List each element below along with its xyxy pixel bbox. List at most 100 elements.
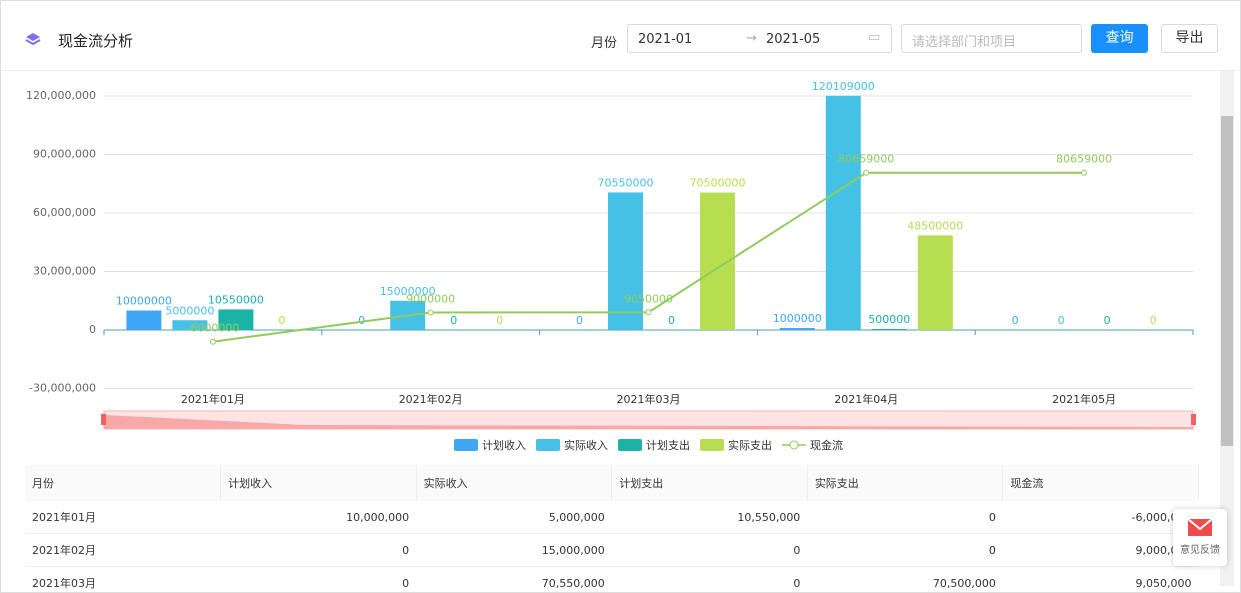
row: 2021年02月 0 15,000,000 0 0 9,000,000 — [25, 533, 1199, 567]
legend-swatch — [454, 439, 478, 451]
column-header: 现金流 — [1002, 465, 1199, 501]
date-range[interactable]: 2021-01 → 2021-05 ▭ — [627, 24, 892, 53]
cell: 70,550,000 — [416, 566, 612, 592]
data-label: 80659000 — [838, 153, 894, 166]
bar — [126, 310, 162, 330]
column-header: 月份 — [25, 465, 222, 501]
arrow: → — [746, 31, 757, 46]
feedback[interactable]: 意见反馈 — [1173, 509, 1227, 566]
bar — [917, 235, 953, 330]
x-tick-label: 2021年02月 — [399, 392, 463, 406]
scroll-thumb[interactable] — [1221, 116, 1233, 446]
mail-icon — [1187, 518, 1213, 536]
data-label: 0 — [576, 314, 583, 327]
column-header: 实际支出 — [807, 465, 1004, 501]
query-button[interactable]: 查询 — [1091, 24, 1148, 53]
data-label: 0 — [1058, 314, 1065, 327]
data-label: 70550000 — [598, 176, 654, 189]
cell: 10,550,000 — [611, 501, 808, 534]
row: 2021年03月 0 70,550,000 0 70,500,000 9,050,000 — [25, 566, 1199, 592]
x-tick-label: 2021年04月 — [834, 392, 898, 406]
legend-label: 现金流 — [810, 438, 843, 452]
data-label: 9050000 — [624, 292, 673, 305]
cell: 0 — [611, 566, 808, 592]
legend-marker — [789, 440, 799, 450]
cell: 2021年01月 — [25, 501, 221, 534]
data-label: 0 — [1104, 314, 1111, 327]
data-label: 15000000 — [380, 285, 436, 298]
point — [645, 309, 652, 316]
legend-label: 实际收入 — [564, 438, 608, 452]
legend-swatch — [536, 439, 560, 451]
column-header: 实际收入 — [416, 465, 613, 501]
cell: 0 — [220, 566, 417, 592]
feedback-label: 意见反馈 — [1180, 545, 1220, 556]
y-tick-label: 30,000,000 — [33, 265, 96, 278]
data-label: 0 — [358, 314, 365, 327]
export-button[interactable]: 导出 — [1161, 24, 1218, 53]
start: 2021-01 — [638, 32, 693, 47]
bar — [825, 95, 861, 331]
cell: 9,000,000 — [1002, 533, 1199, 567]
cell: 0 — [807, 501, 1003, 534]
bar — [608, 192, 643, 330]
bar — [779, 328, 815, 330]
legend-label: 计划收入 — [482, 438, 526, 452]
icon — [25, 33, 41, 46]
x-tick-label: 2021年01月 — [181, 392, 245, 406]
point — [427, 309, 434, 316]
title: 现金流分析 — [58, 32, 134, 50]
x-tick-label: 2021年05月 — [1052, 392, 1116, 406]
legend-swatch — [700, 439, 724, 451]
cell: 15,000,000 — [416, 533, 612, 567]
data-label: 500000 — [868, 313, 910, 326]
data-label: 0 — [1012, 314, 1019, 327]
y-tick-label: 0 — [89, 323, 96, 336]
bar — [172, 320, 208, 330]
select[interactable]: 请选择部门和项目 — [901, 24, 1082, 53]
y-tick-label: 60,000,000 — [33, 206, 96, 219]
data-label: 0 — [668, 314, 675, 327]
cell: 0 — [220, 533, 417, 567]
legend-label: 实际支出 — [728, 438, 772, 452]
data-label: 48500000 — [907, 219, 963, 232]
data-label: 0 — [278, 314, 285, 327]
y-tick-label: 90,000,000 — [33, 148, 96, 161]
cell: -6,000,000 — [1002, 501, 1199, 534]
data-label: 70500000 — [690, 177, 746, 190]
x-tick-label: 2021年03月 — [617, 392, 681, 406]
cell: 2021年02月 — [25, 533, 221, 567]
data-label: 9000000 — [406, 292, 455, 305]
data-label: 0 — [450, 314, 457, 327]
data-label: 80659000 — [1056, 153, 1112, 166]
point — [863, 169, 870, 176]
scrollbar[interactable] — [1220, 71, 1234, 586]
cell: 0 — [611, 533, 808, 567]
end: 2021-05 — [766, 32, 821, 47]
divider — [1, 70, 1240, 71]
row: 2021年01月 10,000,000 5,000,000 10,550,000 0 -6… — [25, 501, 1199, 534]
calendar-icon: ▭ — [868, 30, 881, 45]
column-header: 计划收入 — [220, 465, 417, 501]
zoom-handle — [101, 414, 106, 425]
data-label: 10550000 — [208, 293, 264, 306]
label: 月份 — [591, 36, 618, 51]
cell: 2021年03月 — [25, 566, 221, 592]
y-tick-label: 120,000,000 — [26, 89, 96, 102]
y-tick-label: -30,000,000 — [29, 382, 96, 395]
column-header: 计划支出 — [611, 465, 808, 501]
cell: 5,000,000 — [416, 501, 612, 534]
data-label: 0 — [496, 314, 503, 327]
legend-label: 计划支出 — [646, 438, 690, 452]
zoom-shape — [104, 415, 1193, 429]
cell: 10,000,000 — [220, 501, 417, 534]
data-label: 120109000 — [812, 80, 875, 93]
point — [209, 338, 216, 345]
bar — [218, 309, 254, 330]
data-label: -6000000 — [186, 322, 239, 335]
point — [1081, 169, 1088, 176]
line — [212, 171, 1085, 343]
table: 月份 计划收入 实际收入 计划支出 实际支出 现金流 2021年01月 10,000,000 5… — [25, 465, 1199, 592]
data-label: 1000000 — [773, 312, 822, 325]
